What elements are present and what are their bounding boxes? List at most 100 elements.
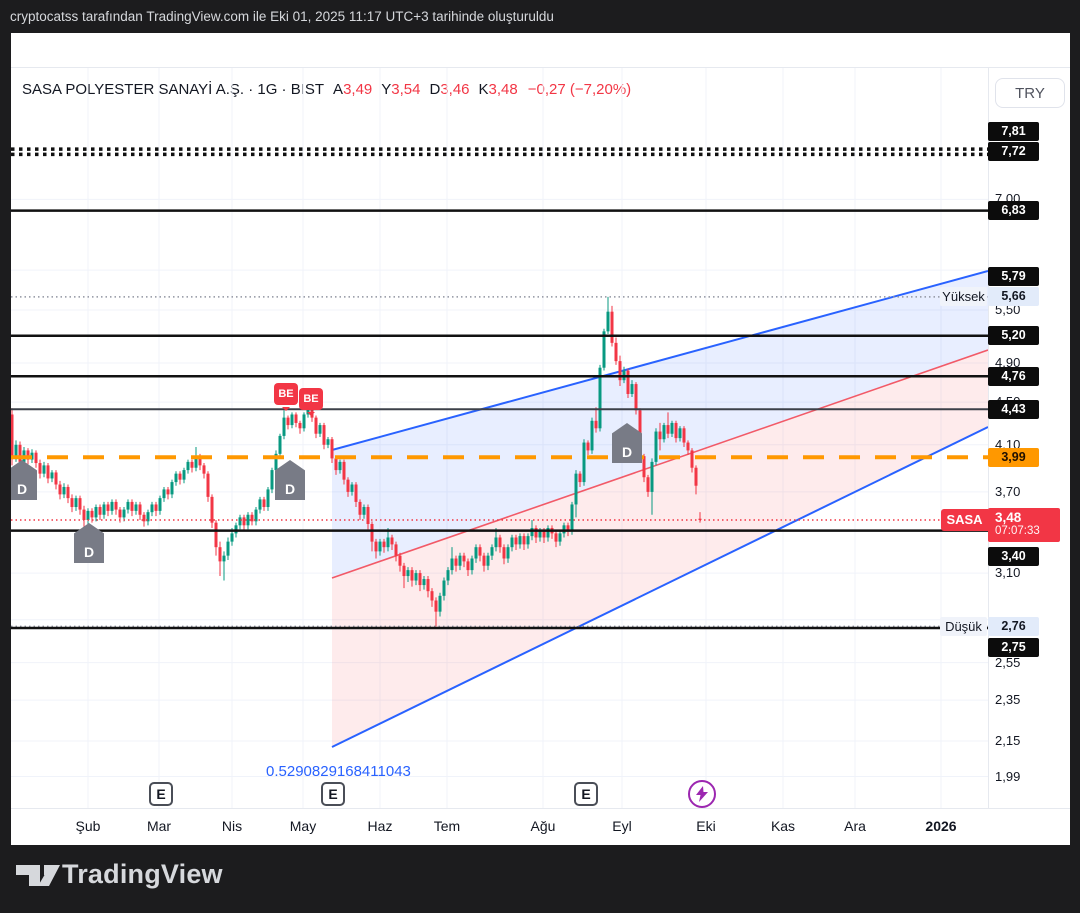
candle-body	[426, 579, 430, 592]
candle-body	[254, 509, 258, 522]
candle-body	[626, 370, 630, 394]
candle-body	[602, 331, 606, 368]
symbol-legend-row[interactable]: SASA POLYESTER SANAYİ A.Ş. · 1G · BIST A…	[22, 78, 631, 100]
candle-body	[382, 541, 386, 548]
candle-body	[614, 342, 618, 362]
candle-body	[194, 456, 198, 468]
candle-body	[214, 522, 218, 548]
price-level-chip-6-83: 6,83	[988, 201, 1039, 221]
price-level-chip-4-43: 4,43	[988, 399, 1039, 419]
candle-body	[150, 504, 154, 513]
candle-body	[470, 558, 474, 571]
candle-body	[202, 465, 206, 474]
candle-body	[662, 425, 666, 440]
candle-body	[158, 498, 162, 511]
candle-body	[342, 461, 346, 480]
price-level-chip-2-75: 2,75	[988, 637, 1039, 657]
candle-body	[334, 458, 338, 471]
candle-body	[650, 461, 654, 492]
candle-body	[358, 501, 362, 515]
candle-body	[594, 420, 598, 429]
candle-body	[162, 489, 166, 499]
ohlc-A: A3,49	[333, 80, 373, 98]
candle-body	[274, 453, 278, 471]
candle-body	[134, 504, 138, 511]
candle-body	[402, 565, 406, 577]
price-tick-label: 2,15	[995, 733, 1021, 748]
buyback-marker[interactable]: BE	[274, 383, 298, 411]
candle-body	[386, 537, 390, 548]
candle-body	[534, 527, 538, 538]
candle-body	[362, 507, 366, 515]
chart-panel: SASA POLYESTER SANAYİ A.Ş. · 1G · BIST A…	[11, 33, 1070, 845]
price-level-chip-4-76: 4,76	[988, 366, 1039, 386]
candle-body	[658, 431, 662, 440]
candle-body	[502, 547, 506, 559]
candle-body	[114, 501, 118, 510]
candle-body	[418, 573, 422, 586]
footer-bar: TradingView	[0, 845, 1080, 913]
candle-body	[106, 504, 110, 511]
candle-body	[330, 439, 334, 459]
candle-body	[298, 422, 302, 429]
candle-body	[558, 533, 562, 542]
price-scale-separator	[988, 67, 989, 808]
candle-body	[62, 486, 66, 495]
candle-body	[322, 425, 326, 445]
candle-body	[514, 537, 518, 545]
candle-body	[270, 470, 274, 490]
candle-body	[610, 311, 614, 343]
candle-body	[166, 489, 170, 495]
earnings-icon[interactable]: E	[574, 782, 598, 806]
earnings-icon[interactable]: E	[149, 782, 173, 806]
candle-body	[146, 512, 150, 522]
current-price-chip: 3,48 07:07:33	[988, 508, 1060, 542]
candle-body	[90, 510, 94, 518]
candle-body	[174, 473, 178, 483]
candle-body	[198, 456, 202, 466]
candle-body	[506, 547, 510, 559]
candle-body	[126, 501, 130, 510]
channel-lower-line[interactable]	[331, 426, 988, 748]
candle-body	[302, 414, 306, 429]
channel-upper-line[interactable]	[331, 270, 988, 451]
candle-body	[182, 470, 186, 480]
candle-body	[674, 422, 678, 439]
candle-body	[82, 509, 86, 521]
candle-body	[94, 507, 98, 518]
buyback-marker[interactable]: BE	[299, 388, 323, 416]
month-label-Eyl: Eyl	[612, 818, 632, 834]
earnings-icon[interactable]: E	[321, 782, 345, 806]
candle-body	[154, 504, 158, 511]
ohlc-Y: Y3,54	[381, 80, 421, 98]
price-level-chip-7-81: 7,81	[988, 121, 1039, 141]
candle-body	[230, 533, 234, 542]
candle-body	[414, 573, 418, 581]
price-countdown: 07:07:33	[995, 525, 1040, 537]
ohlc-D: D3,46	[429, 80, 470, 98]
candle-body	[450, 558, 454, 571]
candle-body	[690, 450, 694, 468]
candle-body	[694, 467, 698, 486]
candle-body	[518, 536, 522, 545]
candle-body	[566, 525, 570, 531]
month-label-Eki: Eki	[696, 818, 716, 834]
candle-body	[318, 425, 322, 434]
candle-body	[42, 465, 46, 474]
candle-body	[430, 591, 434, 601]
currency-button[interactable]: TRY	[995, 78, 1065, 108]
candle-body	[38, 463, 42, 474]
candle-body	[666, 425, 670, 434]
candle-body	[18, 444, 22, 462]
lightning-icon[interactable]	[688, 780, 716, 808]
candle-body	[542, 530, 546, 538]
channel-median-line[interactable]	[331, 349, 988, 579]
tradingview-logo-icon	[16, 865, 60, 886]
candle-body	[186, 461, 190, 471]
tradingview-brand-text: TradingView	[62, 859, 223, 889]
candle-body	[646, 477, 650, 492]
candle-body	[118, 509, 122, 518]
candle-body	[422, 579, 426, 586]
candle-body	[374, 541, 378, 552]
